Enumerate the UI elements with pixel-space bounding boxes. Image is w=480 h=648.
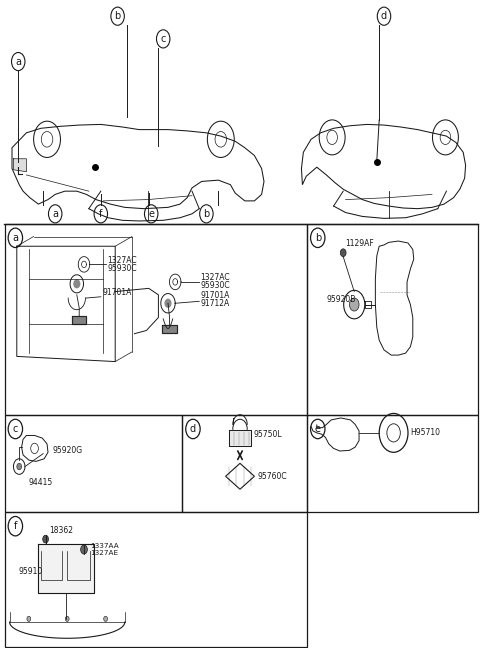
- Circle shape: [349, 298, 359, 311]
- Polygon shape: [229, 430, 251, 446]
- Text: a: a: [15, 56, 21, 67]
- Text: 1327AC: 1327AC: [107, 256, 137, 265]
- Polygon shape: [165, 299, 171, 307]
- Bar: [5, 512, 307, 647]
- Bar: [307, 415, 478, 512]
- Circle shape: [17, 463, 22, 470]
- Text: d: d: [190, 424, 196, 434]
- Text: 94415: 94415: [29, 478, 53, 487]
- Text: f: f: [99, 209, 103, 219]
- Text: e: e: [315, 424, 321, 434]
- Bar: [307, 224, 478, 415]
- Text: f: f: [13, 521, 17, 531]
- Text: 1327AE: 1327AE: [90, 550, 119, 557]
- Circle shape: [27, 616, 31, 621]
- Text: b: b: [114, 11, 121, 21]
- Circle shape: [340, 249, 346, 257]
- Text: 95910: 95910: [18, 567, 43, 576]
- Text: 1129AF: 1129AF: [346, 238, 374, 248]
- Text: 18362: 18362: [49, 526, 73, 535]
- Polygon shape: [162, 325, 177, 333]
- Text: a: a: [52, 209, 58, 219]
- Bar: [182, 415, 307, 512]
- Text: 95920G: 95920G: [53, 446, 83, 455]
- Polygon shape: [72, 316, 86, 324]
- Text: 95760C: 95760C: [257, 472, 287, 481]
- Circle shape: [104, 616, 108, 621]
- Bar: [5, 415, 182, 512]
- Circle shape: [65, 616, 69, 621]
- Text: 1337AA: 1337AA: [90, 542, 119, 549]
- Text: H95710: H95710: [410, 428, 441, 437]
- Circle shape: [43, 535, 48, 543]
- Text: 95930C: 95930C: [107, 264, 137, 273]
- Text: b: b: [314, 233, 321, 243]
- Text: c: c: [12, 424, 18, 434]
- Bar: [5, 224, 307, 415]
- Polygon shape: [74, 280, 80, 288]
- Text: 95920B: 95920B: [326, 295, 356, 304]
- Circle shape: [81, 545, 87, 554]
- Text: 91701A: 91701A: [201, 291, 230, 300]
- Text: e: e: [148, 209, 154, 219]
- Text: 91712A: 91712A: [201, 299, 230, 308]
- Text: 1327AC: 1327AC: [201, 273, 230, 283]
- Text: 95750L: 95750L: [253, 430, 282, 439]
- Text: b: b: [203, 209, 210, 219]
- Text: c: c: [160, 34, 166, 44]
- Polygon shape: [13, 159, 26, 172]
- Text: a: a: [12, 233, 18, 243]
- Text: 91701A: 91701A: [102, 288, 132, 297]
- Text: d: d: [381, 11, 387, 21]
- Text: 95930C: 95930C: [201, 281, 230, 290]
- Polygon shape: [38, 544, 94, 593]
